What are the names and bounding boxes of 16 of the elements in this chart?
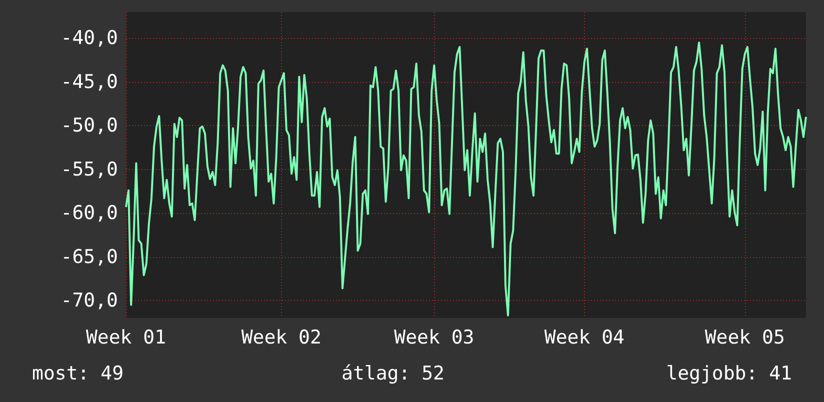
text: átlag: 52 (342, 362, 444, 384)
x-tick-label: Week 01 (86, 326, 166, 348)
x-tick-label: Week 04 (544, 326, 624, 348)
text: most: 49 (32, 362, 124, 384)
y-tick-label: -45,0 (60, 70, 118, 93)
x-tick-label: Week 05 (704, 326, 785, 348)
y-tick-label: -60,0 (60, 202, 118, 224)
line-series (125, 42, 807, 316)
x-tick-label: Week 02 (241, 326, 322, 348)
y-tick-label: -65,0 (60, 246, 118, 268)
y-tick-label: -40,0 (60, 27, 118, 50)
x-tick-label: Week 03 (394, 326, 474, 348)
y-tick-label: -55,0 (60, 158, 118, 180)
y-tick-label: -50,0 (60, 114, 118, 137)
y-tick-label: -70,0 (60, 290, 118, 312)
text: legjobb: 41 (666, 362, 792, 384)
